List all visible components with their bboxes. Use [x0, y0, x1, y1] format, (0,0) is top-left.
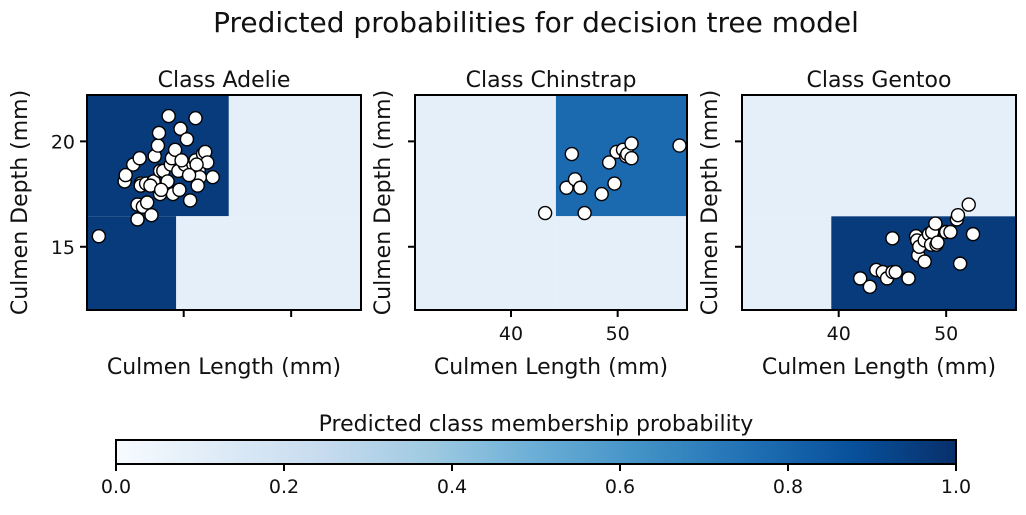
x-axis-label: Culmen Length (mm) [434, 355, 668, 380]
data-point [130, 212, 145, 227]
data-point [573, 180, 588, 195]
data-point [624, 136, 639, 151]
axes-frame [741, 94, 1017, 311]
data-point [188, 110, 203, 126]
colorbar: Predicted class membership probability 0… [101, 412, 971, 498]
data-point [182, 193, 198, 208]
probability-region [742, 95, 1016, 217]
colorbar-ticks: 0.0 0.2 0.4 0.6 0.8 1.0 [101, 464, 971, 498]
data-point [862, 279, 878, 295]
data-point [901, 271, 916, 286]
data-point [537, 205, 553, 221]
y-axis-label: Culmen Depth (mm) [8, 90, 33, 315]
data-point [950, 207, 966, 223]
probability-region [742, 216, 832, 310]
data-point [559, 180, 574, 195]
data-point [167, 142, 183, 158]
data-point [928, 216, 943, 231]
colorbar-label: Predicted class membership probability [319, 412, 754, 437]
data-point [601, 155, 617, 170]
x-axis-label: Culmen Length (mm) [107, 355, 341, 380]
data-point [943, 224, 958, 240]
data-point [153, 182, 169, 198]
data-point [189, 157, 204, 172]
colorbar-gradient [115, 439, 957, 465]
data-point [91, 229, 107, 244]
data-point [118, 167, 133, 183]
data-point [161, 108, 176, 124]
data-point [965, 226, 981, 242]
data-point [181, 167, 197, 183]
subplot-title: Class Gentoo [807, 68, 952, 93]
y-axis-label: Culmen Depth (mm) [371, 90, 396, 315]
x-tick-label: 50 [606, 323, 630, 345]
axes-frame [414, 94, 688, 311]
data-point [577, 205, 592, 221]
probability-region [415, 95, 556, 310]
data-point [151, 125, 167, 141]
data-point [594, 186, 609, 202]
x-axis-label: Culmen Length (mm) [762, 355, 996, 380]
data-point [961, 197, 976, 212]
data-point [139, 195, 155, 210]
data-point [174, 153, 189, 168]
data-point [150, 138, 166, 153]
subplots: Class Adelie 15 20 Culmen Length (mm) Culmen… [8, 68, 1017, 380]
data-point [179, 132, 195, 147]
data-point [885, 231, 900, 246]
x-tick-label: 40 [827, 323, 851, 345]
x-tick-label: 40 [499, 323, 523, 345]
data-point [205, 170, 220, 185]
data-point [173, 121, 188, 136]
colorbar-tick-label: 0.0 [101, 476, 131, 498]
colorbar-tick-label: 1.0 [941, 476, 971, 498]
colorbar-tick-label: 0.2 [269, 476, 299, 498]
data-point [172, 182, 187, 198]
y-tick-label: 20 [51, 131, 75, 153]
data-point [888, 264, 903, 280]
colorbar-tick-label: 0.4 [437, 476, 467, 498]
subplot-title: Class Adelie [158, 68, 291, 93]
subplot-3: Class Gentoo 40 50 Culmen Length (mm) Culmen… [698, 68, 1017, 380]
data-point [144, 207, 159, 223]
data-point [952, 256, 968, 271]
data-point [607, 176, 622, 191]
probability-region [228, 95, 361, 217]
data-point [190, 178, 205, 193]
figure-title: Predicted probabilities for decision tre… [213, 6, 859, 39]
axes-frame [86, 94, 362, 311]
data-point [930, 235, 945, 250]
data-point [564, 146, 579, 162]
probability-region [555, 216, 687, 310]
subplot-2: Class Chinstrap 40 50 Culmen Length (mm) Cul… [371, 68, 688, 380]
y-tick-label: 15 [51, 237, 75, 259]
colorbar-tick-label: 0.6 [605, 476, 635, 498]
data-point [852, 271, 868, 286]
probability-region [176, 216, 361, 310]
data-point [132, 151, 147, 166]
subplot-title: Class Chinstrap [466, 68, 637, 93]
subplot-1: Class Adelie 15 20 Culmen Length (mm) Culmen… [8, 68, 362, 380]
colorbar-tick-label: 0.8 [773, 476, 803, 498]
data-point [624, 151, 639, 166]
data-point [672, 138, 687, 153]
x-tick-label: 50 [934, 323, 958, 345]
data-point [917, 254, 932, 269]
y-axis-label: Culmen Depth (mm) [698, 90, 723, 315]
